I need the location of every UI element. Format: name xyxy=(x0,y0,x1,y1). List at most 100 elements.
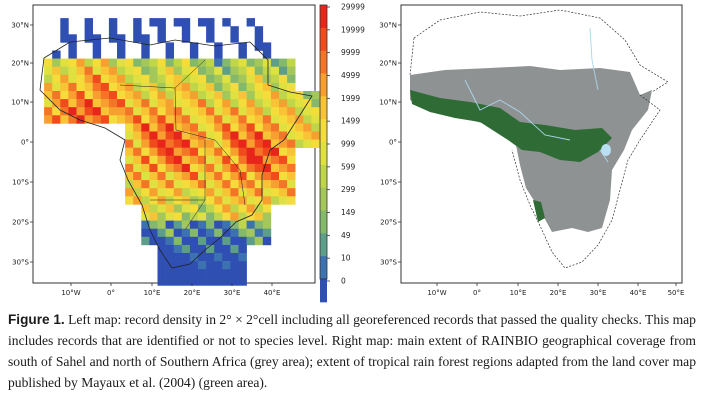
density-cell xyxy=(52,82,61,92)
density-cell xyxy=(189,123,199,132)
density-cell xyxy=(181,196,191,205)
density-cell xyxy=(117,58,126,67)
density-cell xyxy=(60,26,69,35)
density-cell xyxy=(173,236,183,246)
density-cell xyxy=(279,58,288,67)
density-cell xyxy=(279,107,288,116)
density-cell xyxy=(206,147,215,157)
density-cell xyxy=(206,236,215,246)
density-cell xyxy=(311,131,320,140)
density-cell xyxy=(165,50,174,59)
density-cell xyxy=(149,131,158,140)
density-cell xyxy=(287,99,296,108)
density-cell xyxy=(76,66,85,76)
density-cell xyxy=(287,131,296,140)
density-cell xyxy=(165,277,174,286)
density-cell xyxy=(198,196,207,205)
density-cell xyxy=(238,204,247,213)
density-cell xyxy=(206,66,215,76)
density-cell xyxy=(246,107,255,116)
density-cell xyxy=(189,131,199,140)
density-cell xyxy=(230,261,239,270)
density-cell xyxy=(157,139,166,148)
density-cell xyxy=(173,66,183,76)
density-cell xyxy=(157,74,166,84)
density-cell xyxy=(173,172,183,181)
figure-caption: Figure 1. Left map: record density in 2°… xyxy=(8,309,696,393)
density-cell xyxy=(100,82,110,92)
density-cell xyxy=(133,163,142,173)
lon-tick-label: 0° xyxy=(473,289,481,297)
density-cell xyxy=(287,172,296,181)
density-cell xyxy=(149,139,158,148)
density-cell xyxy=(149,107,158,116)
density-cell xyxy=(189,155,199,165)
density-cell xyxy=(100,58,110,67)
density-cell xyxy=(181,269,191,278)
density-cell xyxy=(157,220,166,229)
density-cell xyxy=(173,212,183,221)
density-cell xyxy=(76,115,85,124)
density-cell xyxy=(133,180,142,189)
legend-color-step xyxy=(320,210,327,234)
density-cell xyxy=(189,244,199,254)
density-cell xyxy=(173,18,183,27)
density-cell xyxy=(165,99,174,108)
density-cell xyxy=(84,91,93,100)
density-cell xyxy=(133,26,142,35)
density-cell xyxy=(189,172,199,181)
density-cell xyxy=(279,155,288,165)
lat-tick-label: 20°S xyxy=(12,219,29,227)
density-cell xyxy=(262,139,272,148)
density-cell xyxy=(141,50,150,59)
density-cell xyxy=(238,139,247,148)
density-cell xyxy=(100,91,110,100)
density-cell xyxy=(198,228,207,238)
density-cell xyxy=(149,123,158,132)
density-cell xyxy=(84,115,93,124)
density-cell xyxy=(214,50,223,59)
density-cell xyxy=(270,147,280,157)
density-cell xyxy=(173,244,183,254)
density-cell xyxy=(198,236,207,246)
density-cell xyxy=(181,74,191,84)
density-cell xyxy=(222,99,231,108)
density-cell xyxy=(141,66,150,76)
density-cell xyxy=(133,107,142,116)
density-cell xyxy=(238,188,247,197)
density-cell xyxy=(108,82,118,92)
density-cell xyxy=(141,228,150,238)
density-cell xyxy=(173,107,183,116)
lat-tick-label: 10°S xyxy=(12,179,29,187)
density-cell xyxy=(165,196,174,205)
density-cell xyxy=(254,196,264,205)
density-cell xyxy=(157,261,166,270)
density-cell xyxy=(246,228,255,238)
density-cell xyxy=(230,131,239,140)
density-cell xyxy=(181,82,191,92)
density-cell xyxy=(189,261,199,270)
density-cell xyxy=(230,204,239,213)
density-cell xyxy=(108,99,118,108)
density-cell xyxy=(295,123,304,132)
density-cell xyxy=(279,115,288,124)
density-cell xyxy=(198,261,207,270)
density-cell xyxy=(52,91,61,100)
density-cell xyxy=(60,18,69,27)
density-cell xyxy=(60,66,69,76)
density-cell xyxy=(238,261,247,270)
density-cell xyxy=(222,107,231,116)
density-cell xyxy=(173,74,183,84)
density-cell xyxy=(84,82,93,92)
density-cell xyxy=(44,74,53,84)
density-cell xyxy=(198,123,207,132)
density-cell xyxy=(287,196,296,205)
density-cell xyxy=(198,74,207,84)
legend-color-step xyxy=(320,233,327,257)
density-cell xyxy=(76,107,85,116)
density-cell xyxy=(125,123,134,132)
density-cell xyxy=(125,147,134,157)
density-cell xyxy=(246,188,255,197)
density-cell xyxy=(189,277,199,286)
density-cell xyxy=(206,188,215,197)
